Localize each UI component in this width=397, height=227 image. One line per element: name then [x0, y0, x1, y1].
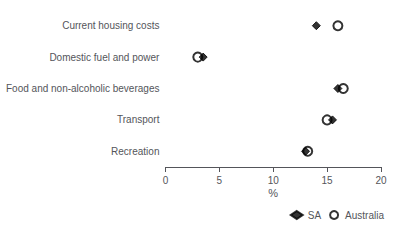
svg-text:15: 15: [322, 175, 334, 186]
svg-text:Food and non-alcoholic beverag: Food and non-alcoholic beverages: [6, 83, 159, 94]
svg-text:0: 0: [163, 175, 169, 186]
svg-text:5: 5: [217, 175, 223, 186]
svg-text:SA: SA: [308, 210, 322, 221]
svg-text:Transport: Transport: [117, 114, 160, 125]
svg-text:%: %: [268, 187, 278, 199]
svg-text:10: 10: [268, 175, 280, 186]
svg-text:Recreation: Recreation: [111, 146, 159, 157]
svg-text:Current housing costs: Current housing costs: [62, 20, 159, 31]
svg-text:20: 20: [375, 175, 387, 186]
svg-text:Australia: Australia: [345, 210, 384, 221]
svg-text:Domestic fuel and power: Domestic fuel and power: [49, 52, 160, 63]
